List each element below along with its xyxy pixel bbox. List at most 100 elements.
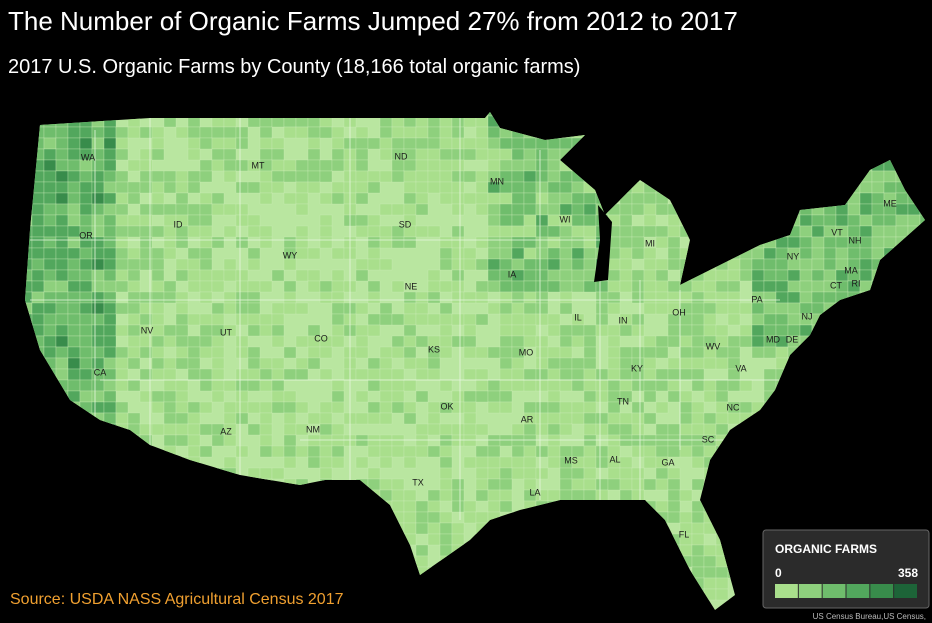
county	[319, 291, 333, 304]
county	[307, 159, 321, 172]
county	[523, 324, 537, 337]
county	[715, 280, 729, 293]
county	[739, 335, 753, 348]
county	[751, 247, 765, 260]
county	[295, 335, 309, 348]
county	[271, 445, 285, 458]
county	[463, 390, 477, 403]
legend: ORGANIC FARMS 0 358	[762, 529, 930, 609]
county	[679, 291, 693, 304]
county	[319, 346, 333, 359]
county	[847, 203, 861, 216]
county	[607, 368, 621, 381]
county	[91, 291, 105, 304]
county	[727, 379, 741, 392]
county	[55, 181, 69, 194]
county	[643, 390, 657, 403]
county	[247, 302, 261, 315]
county	[115, 357, 129, 370]
county	[379, 346, 393, 359]
county	[583, 445, 597, 458]
county	[187, 368, 201, 381]
county	[379, 126, 393, 139]
county	[151, 170, 165, 183]
county	[823, 247, 837, 260]
county	[583, 258, 597, 271]
county	[535, 346, 549, 359]
county	[619, 456, 633, 469]
county	[367, 324, 381, 337]
county	[535, 280, 549, 293]
county	[787, 269, 801, 282]
county	[379, 434, 393, 447]
county	[319, 214, 333, 227]
county	[643, 247, 657, 260]
county	[307, 126, 321, 139]
county	[451, 225, 465, 238]
county	[895, 192, 909, 205]
county	[163, 423, 177, 436]
county	[883, 214, 897, 227]
county	[847, 214, 861, 227]
county	[535, 247, 549, 260]
county	[523, 280, 537, 293]
county	[691, 291, 705, 304]
county	[667, 225, 681, 238]
county	[427, 159, 441, 172]
county	[643, 258, 657, 271]
county	[415, 500, 429, 513]
county	[355, 126, 369, 139]
county	[439, 159, 453, 172]
county	[727, 313, 741, 326]
county	[451, 500, 465, 513]
county	[475, 346, 489, 359]
county	[307, 247, 321, 260]
county	[799, 280, 813, 293]
county	[583, 434, 597, 447]
county	[43, 346, 57, 359]
county	[703, 324, 717, 337]
county	[763, 291, 777, 304]
county	[703, 544, 717, 557]
county	[427, 148, 441, 161]
county	[451, 390, 465, 403]
county	[775, 291, 789, 304]
county	[811, 247, 825, 260]
county	[43, 159, 57, 172]
county	[571, 214, 585, 227]
county	[211, 280, 225, 293]
county	[223, 434, 237, 447]
county	[451, 192, 465, 205]
county	[883, 181, 897, 194]
county	[655, 434, 669, 447]
county	[331, 181, 345, 194]
county	[151, 247, 165, 260]
county	[211, 269, 225, 282]
county	[391, 390, 405, 403]
county	[427, 423, 441, 436]
county	[835, 236, 849, 249]
county	[763, 302, 777, 315]
county	[211, 379, 225, 392]
county	[103, 181, 117, 194]
county	[487, 467, 501, 480]
county	[115, 148, 129, 161]
county	[427, 445, 441, 458]
county	[271, 335, 285, 348]
county	[223, 291, 237, 304]
state-label: IA	[508, 269, 517, 279]
county	[883, 170, 897, 183]
county	[391, 445, 405, 458]
county	[211, 159, 225, 172]
county	[691, 401, 705, 414]
legend-swatch	[846, 584, 870, 598]
county	[115, 280, 129, 293]
county	[79, 324, 93, 337]
county	[667, 434, 681, 447]
county	[259, 137, 273, 150]
county	[91, 269, 105, 282]
state-label: MT	[252, 160, 265, 170]
county	[859, 192, 873, 205]
county	[55, 357, 69, 370]
county	[55, 203, 69, 216]
